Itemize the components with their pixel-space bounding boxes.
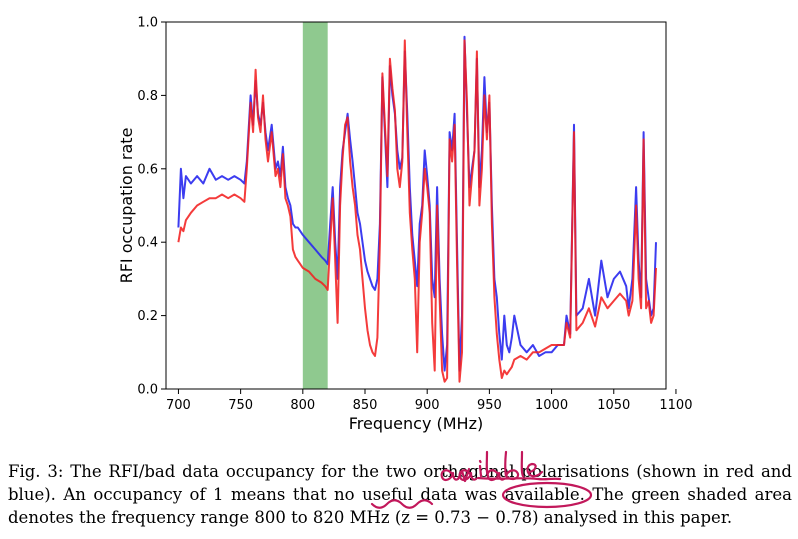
y-tick-label: 0.2 [137, 309, 158, 324]
wavy-underline [370, 499, 434, 509]
x-axis-label: Frequency (MHz) [349, 414, 483, 433]
x-tick-label: 750 [228, 398, 253, 413]
y-tick-label: 0.4 [137, 236, 158, 251]
y-tick-label: 0.6 [137, 162, 158, 177]
rfi-occupancy-chart: 700 750 800 850 900 950 1000 1050 1100 0.0 0.2 0.4 0… [117, 16, 692, 434]
handwritten-word-available [440, 450, 544, 483]
x-tick-label: 1000 [535, 398, 568, 413]
series-line-1 [177, 39, 657, 383]
x-tick-label: 800 [290, 398, 315, 413]
y-tick-label: 1.0 [137, 16, 158, 31]
x-tick-label: 1100 [659, 398, 692, 413]
y-tick-label: 0.8 [137, 89, 158, 104]
x-tick-label: 850 [353, 398, 378, 413]
y-axis-label: RFI occupation rate [117, 128, 136, 284]
caption-text: The RFI/bad data occupancy for the two o… [8, 462, 792, 527]
plot-area: 700 750 800 850 900 950 1000 1050 1100 0.0 0.2 0.4 0… [117, 16, 692, 434]
x-tick-label: 700 [166, 398, 191, 413]
x-tick-label: 950 [477, 398, 502, 413]
x-tick-label: 900 [415, 398, 440, 413]
caption-prefix: Fig. 3: [8, 462, 71, 481]
x-tick-label: 1050 [597, 398, 630, 413]
circle-available [501, 481, 593, 509]
figure-caption: Fig. 3: The RFI/bad data occupancy for t… [8, 460, 792, 529]
y-tick-label: 0.0 [137, 383, 158, 398]
shaded-band [302, 22, 328, 389]
axes-frame [165, 21, 667, 390]
strike-through [476, 476, 562, 481]
